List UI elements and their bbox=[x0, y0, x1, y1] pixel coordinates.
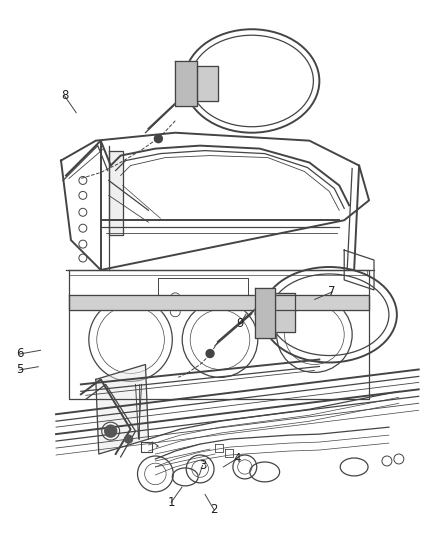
Circle shape bbox=[155, 135, 162, 143]
Polygon shape bbox=[69, 295, 369, 310]
Text: 5: 5 bbox=[16, 364, 23, 376]
Text: 6: 6 bbox=[16, 348, 23, 360]
Polygon shape bbox=[96, 365, 148, 454]
Text: 3: 3 bbox=[199, 459, 206, 472]
Circle shape bbox=[124, 435, 133, 443]
Text: 4: 4 bbox=[233, 452, 241, 465]
Polygon shape bbox=[255, 288, 275, 337]
Text: 7: 7 bbox=[328, 286, 336, 298]
Polygon shape bbox=[197, 66, 218, 101]
Text: 1: 1 bbox=[167, 496, 175, 509]
Polygon shape bbox=[275, 293, 294, 332]
Circle shape bbox=[206, 350, 214, 358]
Circle shape bbox=[105, 425, 117, 437]
Text: 8: 8 bbox=[61, 89, 68, 102]
Text: 2: 2 bbox=[210, 503, 218, 516]
Text: 9: 9 bbox=[236, 317, 244, 330]
Polygon shape bbox=[109, 151, 123, 235]
Polygon shape bbox=[175, 61, 197, 106]
